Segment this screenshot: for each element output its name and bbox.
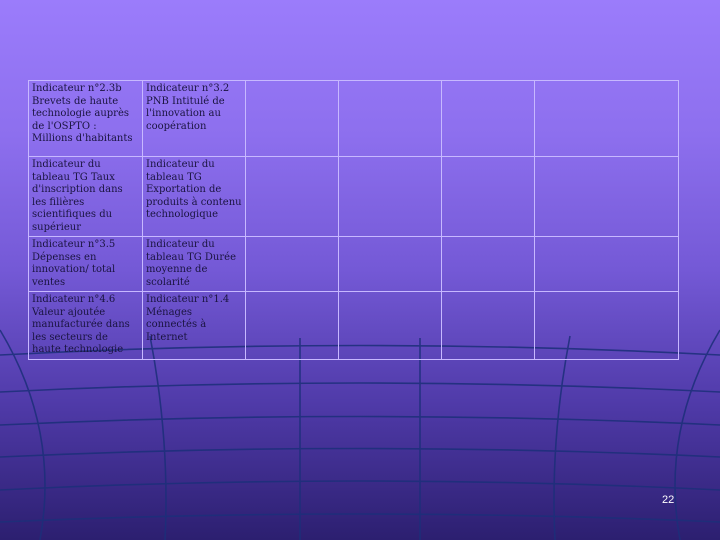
table-cell	[534, 291, 679, 360]
table-cell	[245, 236, 339, 292]
table-cell	[338, 80, 442, 157]
table-cell	[534, 156, 679, 237]
table-cell: Indicateur n°2.3b Brevets de haute techn…	[28, 80, 143, 157]
table-cell: Indicateur du tableau TG Taux d'inscript…	[28, 156, 143, 237]
table-cell	[338, 156, 442, 237]
slide-number: 22	[662, 494, 675, 506]
table-cell	[441, 156, 535, 237]
table-row: Indicateur n°4.6 Valeur ajoutée manufact…	[28, 291, 679, 360]
table-row: Indicateur n°2.3b Brevets de haute techn…	[28, 80, 679, 157]
table-cell	[534, 236, 679, 292]
table-cell	[245, 80, 339, 157]
table-cell	[441, 236, 535, 292]
table-cell: Indicateur n°3.2 PNB Intitulé de l'innov…	[142, 80, 246, 157]
table-cell	[534, 80, 679, 157]
table-row: Indicateur du tableau TG Taux d'inscript…	[28, 156, 679, 237]
table-cell	[338, 291, 442, 360]
table-cell	[338, 236, 442, 292]
table-cell: Indicateur n°1.4 Ménages connectés à Int…	[142, 291, 246, 360]
table-cell: Indicateur du tableau TG Exportation de …	[142, 156, 246, 237]
table-cell: Indicateur du tableau TG Durée moyenne d…	[142, 236, 246, 292]
table-cell	[245, 156, 339, 237]
table-cell	[441, 80, 535, 157]
table-cell	[441, 291, 535, 360]
table-cell: Indicateur n°4.6 Valeur ajoutée manufact…	[28, 291, 143, 360]
indicators-table: Indicateur n°2.3b Brevets de haute techn…	[28, 80, 679, 360]
table-row: Indicateur n°3.5 Dépenses en innovation/…	[28, 236, 679, 292]
table-cell: Indicateur n°3.5 Dépenses en innovation/…	[28, 236, 143, 292]
table-cell	[245, 291, 339, 360]
